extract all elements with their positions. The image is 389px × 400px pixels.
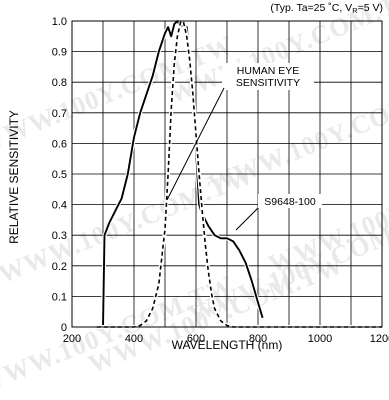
series-line-s9648-100 bbox=[102, 20, 264, 328]
x-tick-label: 1000 bbox=[308, 333, 332, 345]
x-axis-label: WAVELENGTH (nm) bbox=[172, 338, 283, 352]
y-tick-label: 1.0 bbox=[52, 16, 67, 28]
plot-frame bbox=[71, 20, 383, 328]
series-layer bbox=[96, 19, 382, 329]
y-tick-label: 0.4 bbox=[52, 200, 67, 212]
y-tick-label: 0.6 bbox=[52, 138, 67, 150]
y-tick-label: 0.7 bbox=[52, 108, 67, 120]
x-tick-label: 600 bbox=[187, 333, 205, 345]
annotation-bg bbox=[258, 194, 322, 208]
y-axis-label: RELATIVE SENSITIVITY bbox=[7, 110, 21, 244]
annotation-leader-line bbox=[235, 207, 259, 231]
y-tick-label: 0.2 bbox=[52, 261, 67, 273]
annotation-human-eye-label: HUMAN EYE bbox=[237, 65, 299, 77]
x-tick-label: 200 bbox=[63, 333, 81, 345]
y-tick-label: 0.8 bbox=[52, 77, 67, 89]
y-tick-label: 0 bbox=[61, 322, 67, 334]
chart: 0 0.1 0.2 0.3 0.4 0.5 0.6 0.7 0.8 0.9 1.0 200 400 600… bbox=[7, 2, 389, 352]
annotation-s9648-label: S9648-100 bbox=[264, 196, 316, 208]
y-tick-label: 0.5 bbox=[52, 169, 67, 181]
y-tick-label: 0.3 bbox=[52, 230, 67, 242]
annotation-leader-line bbox=[166, 87, 225, 201]
annotation-bg bbox=[222, 63, 314, 90]
annotation-human-eye-label: SENSITIVITY bbox=[236, 77, 300, 89]
y-tick-label: 0.1 bbox=[52, 291, 67, 303]
series-line-human-eye bbox=[96, 20, 382, 328]
x-tick-label: 1200 bbox=[370, 333, 389, 345]
y-tick-label: 0.9 bbox=[52, 47, 67, 59]
tick-labels: 0 0.1 0.2 0.3 0.4 0.5 0.6 0.7 0.8 0.9 1.0 200 400 600… bbox=[52, 16, 389, 345]
x-tick-label: 800 bbox=[249, 333, 267, 345]
chart-title: (Typ. Ta=25 ˚C, VR=5 V) bbox=[270, 2, 383, 15]
x-tick-label: 400 bbox=[125, 333, 143, 345]
